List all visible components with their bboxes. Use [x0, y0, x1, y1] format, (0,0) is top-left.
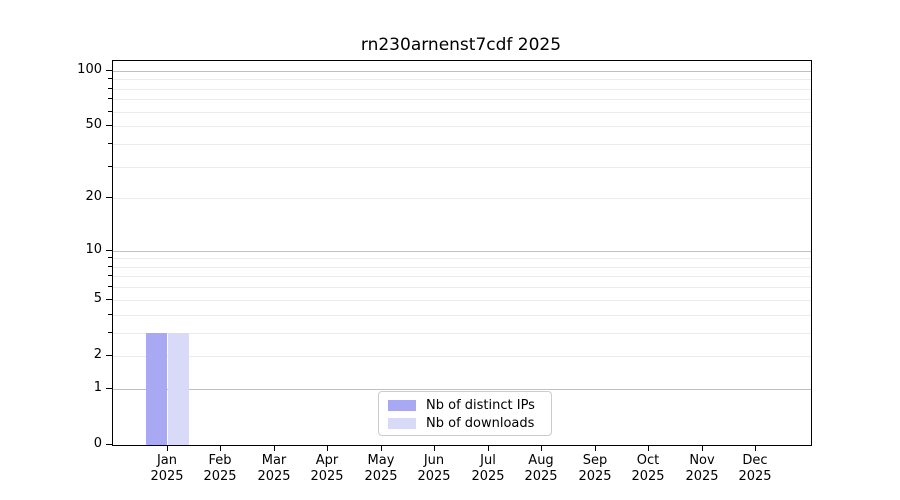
x-tick-month: Apr [315, 453, 339, 468]
y-tick-label: 10 [85, 242, 102, 257]
grid-line-major [113, 389, 811, 390]
x-tick-year: 2025 [364, 469, 398, 484]
x-tick-year: 2025 [310, 469, 344, 484]
grid-line-minor [113, 144, 811, 145]
x-tick-label: Feb 2025 [188, 453, 252, 485]
grid-line-minor [113, 287, 811, 288]
x-tick-year: 2025 [150, 469, 184, 484]
legend-label-downloads: Nb of downloads [426, 415, 535, 431]
x-tick-label: Jul 2025 [456, 453, 520, 485]
grid-line-minor [113, 267, 811, 268]
x-tick-label: Jun 2025 [402, 453, 466, 485]
x-tick-label: Apr 2025 [295, 453, 359, 485]
x-tick-year: 2025 [578, 469, 612, 484]
x-tick-month: Mar [261, 453, 287, 468]
grid-line-minor [113, 167, 811, 168]
x-tick-month: Feb [208, 453, 232, 468]
x-tick-label: Jan 2025 [135, 453, 199, 485]
x-tick-month: Aug [528, 453, 554, 468]
grid-line-minor [113, 356, 811, 357]
legend-item-downloads: Nb of downloads [388, 415, 542, 431]
x-tick-year: 2025 [631, 469, 665, 484]
x-tick-month: Dec [742, 453, 768, 468]
x-tick-month: Jun [423, 453, 445, 468]
y-tick-label: 100 [77, 62, 102, 77]
x-tick-month: Jul [480, 453, 496, 468]
grid-line-minor [113, 126, 811, 127]
x-tick-month: Nov [689, 453, 715, 468]
x-tick-year: 2025 [203, 469, 237, 484]
chart-title: rn230arnenst7cdf 2025 [360, 35, 562, 55]
x-tick-month: May [367, 453, 395, 468]
grid-line-minor [113, 198, 811, 199]
x-tick-label: Oct 2025 [616, 453, 680, 485]
legend-swatch-downloads [388, 417, 416, 429]
y-tick-label: 1 [93, 380, 102, 395]
x-tick-label: Aug 2025 [509, 453, 573, 485]
y-tick-label: 2 [93, 347, 102, 362]
bar-downloads [168, 333, 189, 445]
grid-line-minor [113, 300, 811, 301]
y-tick-label: 50 [85, 117, 102, 132]
grid-line-minor [113, 112, 811, 113]
grid-line-minor [113, 89, 811, 90]
legend-swatch-distinct-ips [388, 399, 416, 411]
x-tick-year: 2025 [257, 469, 291, 484]
x-tick-month: Sep [582, 453, 608, 468]
x-tick-year: 2025 [524, 469, 558, 484]
plot-area [112, 60, 812, 446]
x-tick-label: Dec 2025 [723, 453, 787, 485]
grid-line-minor [113, 276, 811, 277]
y-tick-label: 0 [93, 436, 102, 451]
x-tick-year: 2025 [738, 469, 772, 484]
bar-distinct-ips [146, 333, 167, 445]
x-tick-month: Jan [156, 453, 178, 468]
x-tick-year: 2025 [685, 469, 719, 484]
grid-line-minor [113, 258, 811, 259]
grid-line-minor [113, 79, 811, 80]
grid-line-major [113, 71, 811, 72]
legend: Nb of distinct IPs Nb of downloads [378, 391, 552, 436]
grid-line-minor [113, 315, 811, 316]
y-tick-label: 20 [85, 189, 102, 204]
grid-line-minor [113, 99, 811, 100]
x-tick-label: Mar 2025 [242, 453, 306, 485]
x-tick-month: Oct [636, 453, 660, 468]
legend-label-distinct-ips: Nb of distinct IPs [426, 397, 535, 413]
x-tick-year: 2025 [471, 469, 505, 484]
grid-line-major [113, 251, 811, 252]
y-tick-label: 5 [93, 291, 102, 306]
x-tick-label: Nov 2025 [670, 453, 734, 485]
legend-item-distinct-ips: Nb of distinct IPs [388, 397, 542, 413]
x-tick-label: Sep 2025 [563, 453, 627, 485]
x-tick-label: May 2025 [349, 453, 413, 485]
grid-line-minor [113, 333, 811, 334]
x-tick-year: 2025 [417, 469, 451, 484]
